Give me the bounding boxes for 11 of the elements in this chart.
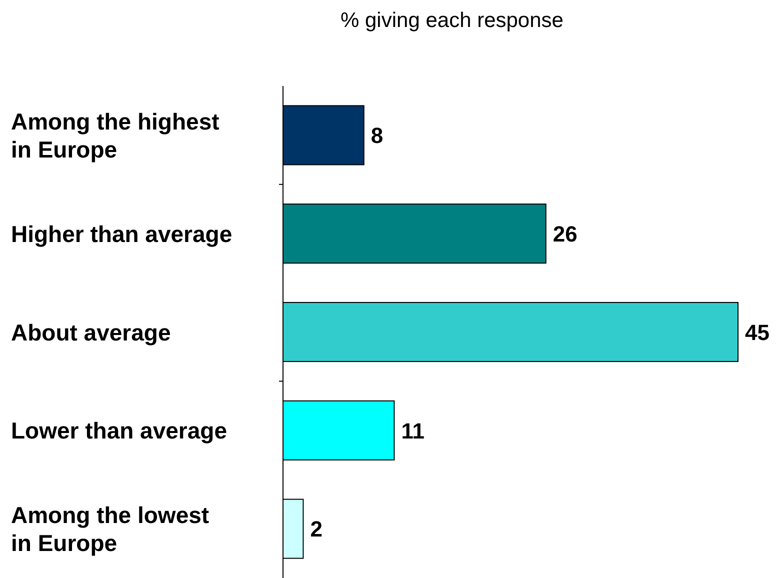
y-tick-label: Higher than average <box>11 220 232 247</box>
y-tick-label: Among the highest in Europe <box>11 108 220 162</box>
data-label: 8 <box>370 123 384 148</box>
data-label: 11 <box>401 418 424 444</box>
data-label: 45 <box>745 320 770 345</box>
y-tick-label: Lower than average <box>11 418 228 444</box>
data-label: 26 <box>552 222 578 247</box>
data-label: 2 <box>310 516 322 542</box>
y-tick-label: Among the lowest in Europe <box>11 502 210 556</box>
y-tick-label: About average <box>11 319 171 346</box>
chart-title: % giving each response <box>340 9 564 32</box>
